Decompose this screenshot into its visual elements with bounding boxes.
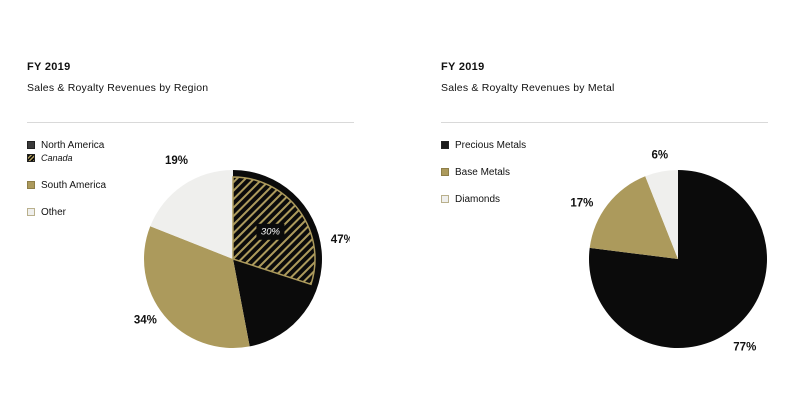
region-chart-period: FY 2019 (27, 61, 71, 73)
legend-item-canada: Canada (27, 152, 73, 164)
pie-slice-other (150, 170, 233, 259)
legend-label: Diamonds (455, 193, 501, 205)
legend-swatch-gold (27, 181, 35, 189)
metal-divider (441, 122, 768, 123)
legend-label: South America (41, 179, 107, 191)
legend-item-diamonds: Diamonds (441, 193, 500, 205)
slice-percent-label: 47% (331, 234, 350, 246)
pie-slice-diamonds (645, 170, 678, 259)
legend-swatch-hatch (27, 154, 35, 162)
region-pie-chart: 30% 47% 34% 19% (134, 155, 350, 348)
legend-swatch-light (441, 195, 449, 203)
inner-label-background (256, 223, 285, 240)
legend-swatch-light (27, 208, 35, 216)
metal-chart-title: Sales & Royalty Revenues by Metal (441, 82, 615, 94)
metal-pie-chart: 77% 17% 6% (570, 150, 767, 354)
slice-percent-label: 17% (570, 198, 593, 210)
legend-label: Other (41, 206, 67, 218)
legend-item-south-america: South America (27, 179, 106, 191)
canada-percent-label: 30% (261, 226, 281, 237)
pie-slice-south-america (144, 226, 250, 348)
slice-percent-label: 6% (651, 150, 668, 162)
slice-percent-label: 77% (733, 342, 756, 354)
legend-label: Precious Metals (455, 139, 527, 151)
region-divider (27, 122, 354, 123)
legend-label: Base Metals (455, 166, 511, 178)
metal-chart-panel: FY 2019 Sales & Royalty Revenues by Meta… (415, 0, 800, 406)
legend-swatch-black (27, 141, 35, 149)
legend-swatch-gold (441, 168, 449, 176)
legend-item-precious-metals: Precious Metals (441, 139, 526, 151)
legend-label: Canada (41, 153, 73, 163)
slice-percent-label: 19% (165, 155, 188, 167)
legend-label: North America (41, 139, 105, 151)
legend-item-north-america: North America (27, 139, 104, 151)
metal-chart-period: FY 2019 (441, 61, 485, 73)
region-chart-panel: FY 2019 Sales & Royalty Revenues by Regi… (27, 61, 354, 348)
legend-item-other: Other (27, 206, 66, 218)
legend-swatch-black (441, 141, 449, 149)
region-chart-title: Sales & Royalty Revenues by Region (27, 82, 209, 94)
legend-item-base-metals: Base Metals (441, 166, 510, 178)
pie-slice-base-metals (589, 176, 678, 259)
slice-percent-label: 34% (134, 314, 157, 326)
